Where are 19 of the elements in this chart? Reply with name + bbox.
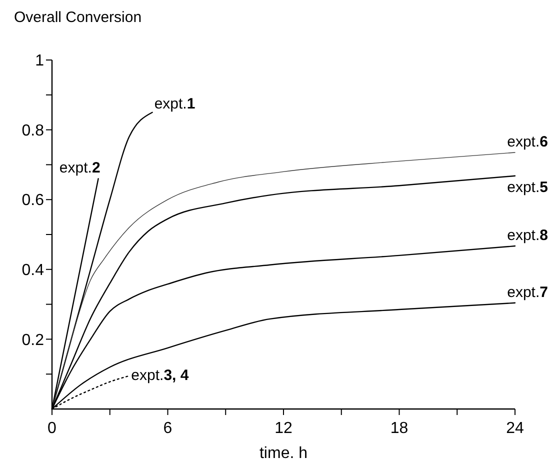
series-label: expt.3, 4 (131, 366, 190, 384)
x-tick-label: 18 (390, 420, 408, 437)
series-label: expt.2 (59, 160, 100, 177)
series-label: expt.6 (507, 133, 548, 150)
series-label: expt.8 (507, 227, 548, 244)
y-tick-label: 0.8 (22, 122, 44, 140)
x-tick-label: 12 (274, 420, 292, 437)
y-tick-label: 0.6 (22, 192, 44, 210)
y-tick-label: 0.4 (22, 262, 44, 279)
x-tick-label: 0 (48, 420, 57, 437)
x-tick-label: 24 (506, 420, 524, 437)
series-label: expt.1 (154, 95, 196, 112)
series-label: expt.5 (507, 178, 548, 196)
y-axis-title: Overall Conversion (14, 9, 142, 26)
x-axis-title: time. h (259, 445, 308, 462)
x-tick-label: 6 (163, 420, 172, 437)
series-label: expt.7 (507, 284, 548, 301)
y-tick-label: 1 (35, 52, 44, 70)
y-tick-label: 0.2 (22, 332, 44, 349)
